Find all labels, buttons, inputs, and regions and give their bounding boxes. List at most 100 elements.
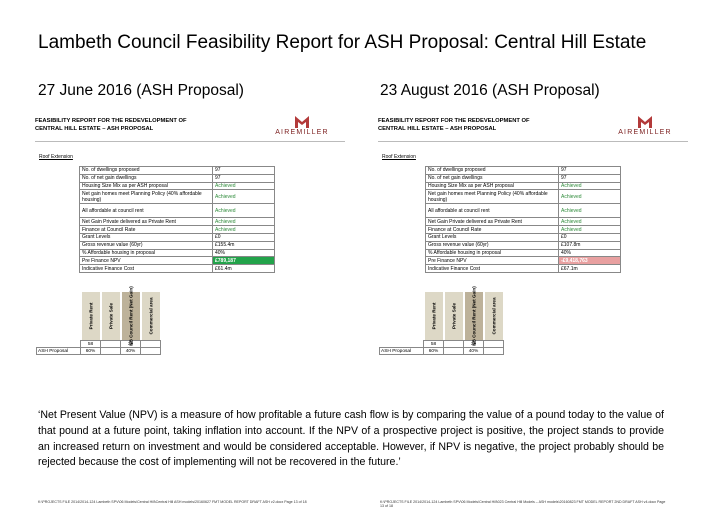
mix-cell [443, 340, 464, 348]
mix-percent-row: ASH Proposal 60% 40% [36, 347, 161, 355]
mix-cell [483, 347, 504, 355]
table-row: No. of net gain dwellings 97 [425, 173, 621, 183]
table-row: Net Gain Private delivered as Private Re… [425, 217, 621, 227]
mix-cell [100, 347, 121, 355]
mix-percent-row: ASH Proposal 60% 40% [379, 347, 504, 355]
table-row: Grant Levels £0 [79, 232, 275, 242]
mix-cell [483, 340, 504, 348]
row-value: Achieved [212, 217, 275, 227]
mix-cell [140, 340, 161, 348]
logo-mark-icon [295, 116, 309, 128]
mix-cell [443, 347, 464, 355]
mix-count-row: 58 39 [37, 340, 161, 348]
mix-col: Private Sale [101, 292, 121, 341]
row-label: All affordable at council rent [79, 203, 213, 219]
mix-cell: 58 [423, 340, 444, 348]
mix-cell: 40% [463, 347, 484, 355]
mix-cell: 58 [80, 340, 101, 348]
mix-count-row: 58 39 [380, 340, 504, 348]
table-row: Net gain homes meet Planning Policy (40%… [425, 189, 621, 205]
mix-col-label: Private Rent [431, 302, 436, 330]
row-label: Gross revenue value (60yr) [79, 240, 213, 250]
table-row: Grant Levels £0 [425, 232, 621, 242]
report-header: FEASIBILITY REPORT FOR THE REDEVELOPMENT… [378, 110, 688, 144]
row-label: Finance at Council Rate [425, 225, 559, 234]
report-title: FEASIBILITY REPORT FOR THE REDEVELOPMENT… [35, 118, 235, 133]
table-row: Gross revenue value (60yr) £107.8m [425, 240, 621, 250]
row-value: Achieved [558, 225, 621, 234]
housing-mix-table: Private Rent Private Sale NB Council Ren… [379, 286, 504, 355]
logo-text: AIREMILLER [275, 129, 329, 136]
airemiller-logo: AIREMILLER [267, 116, 337, 136]
left-report-panel: FEASIBILITY REPORT FOR THE REDEVELOPMENT… [35, 110, 345, 355]
row-label: Pre Finance NPV [425, 256, 559, 266]
row-value: Achieved [558, 203, 621, 219]
mix-row-label: ASH Proposal [36, 347, 81, 355]
table-row: All affordable at council rent Achieved [79, 203, 275, 219]
mix-header-row: Private Rent Private Sale NB Council Ren… [380, 286, 504, 346]
row-label: Net Gain Private delivered as Private Re… [79, 217, 213, 227]
logo-mark-icon [638, 116, 652, 128]
mix-cell: 40% [120, 347, 141, 355]
row-label: Pre Finance NPV [79, 256, 213, 266]
table-row: Housing Size Mix as per ASH proposal Achi… [425, 181, 621, 191]
npv-value: -£9,418,763 [558, 256, 621, 266]
mix-col-label: NB Council Rent (Net Gain) [128, 286, 133, 346]
table-row: Pre Finance NPV -£9,418,763 [425, 256, 621, 266]
row-label: Grant Levels [79, 232, 213, 242]
mix-cell: 60% [80, 347, 101, 355]
mix-header-row: Private Rent Private Sale NB Council Ren… [37, 286, 161, 346]
table-row: % Affordable housing in proposal 40% [79, 248, 275, 258]
page-title: Lambeth Council Feasibility Report for A… [38, 32, 647, 53]
table-row: % Affordable housing in proposal 40% [425, 248, 621, 258]
mix-cell [140, 347, 161, 355]
divider [378, 141, 688, 142]
airemiller-logo: AIREMILLER [610, 116, 680, 136]
row-value: Achieved [212, 189, 275, 205]
mix-row-label: ASH Proposal [379, 347, 424, 355]
row-label: Indicative Finance Cost [79, 264, 213, 273]
row-value: Achieved [212, 181, 275, 191]
mix-col-label: NB Council Rent (Net Gain) [471, 286, 476, 346]
roof-extension-label: Roof Extension [382, 154, 416, 160]
row-label: Net Gain Private delivered as Private Re… [425, 217, 559, 227]
feasibility-table: No. of dwellings proposed 97 No. of net g… [425, 166, 621, 273]
table-row: No. of dwellings proposed 97 [79, 166, 275, 175]
row-label: % Affordable housing in proposal [425, 248, 559, 258]
mix-col: Commercial area [484, 292, 504, 341]
mix-col: NB Council Rent (Net Gain) [464, 286, 484, 346]
report-title-line-1: FEASIBILITY REPORT FOR THE REDEVELOPMENT… [35, 118, 187, 124]
report-header: FEASIBILITY REPORT FOR THE REDEVELOPMENT… [35, 110, 345, 144]
row-label: % Affordable housing in proposal [79, 248, 213, 258]
row-label: No. of dwellings proposed [425, 166, 559, 175]
mix-empty-cell [37, 341, 81, 348]
mix-col-label: Private Sale [108, 302, 113, 330]
mix-col: Private Rent [81, 292, 101, 341]
row-value: £155.4m [212, 240, 275, 250]
row-label: No. of net gain dwellings [79, 173, 213, 183]
row-value: 40% [212, 248, 275, 258]
report-title-line-2: CENTRAL HILL ESTATE – ASH PROPOSAL [378, 125, 497, 132]
table-row: Net gain homes meet Planning Policy (40%… [79, 189, 275, 205]
table-row: Finance at Council Rate Achieved [425, 225, 621, 234]
report-title: FEASIBILITY REPORT FOR THE REDEVELOPMENT… [378, 118, 578, 133]
right-footer: K:\PROJECTS FILE 2014\2014-124 Lambeth S… [380, 500, 666, 508]
row-label: Indicative Finance Cost [425, 264, 559, 273]
row-value: Achieved [212, 225, 275, 234]
table-row: Housing Size Mix as per ASH proposal Achi… [79, 181, 275, 191]
housing-mix-table: Private Rent Private Sale NB Council Ren… [36, 286, 161, 355]
table-row: Gross revenue value (60yr) £155.4m [79, 240, 275, 250]
divider [35, 141, 345, 142]
row-label: Net gain homes meet Planning Policy (40%… [425, 189, 559, 205]
mix-col: Commercial area [141, 292, 161, 341]
mix-cell [100, 340, 121, 348]
row-value: £0 [212, 232, 275, 242]
table-row: No. of net gain dwellings 97 [79, 173, 275, 183]
row-value: Achieved [558, 217, 621, 227]
row-value: Achieved [558, 189, 621, 205]
row-value: 97 [558, 166, 621, 175]
mix-col: Private Sale [444, 292, 464, 341]
feasibility-table: No. of dwellings proposed 97 No. of net g… [79, 166, 275, 273]
right-heading: 23 August 2016 (ASH Proposal) [380, 82, 600, 99]
row-label: No. of dwellings proposed [79, 166, 213, 175]
